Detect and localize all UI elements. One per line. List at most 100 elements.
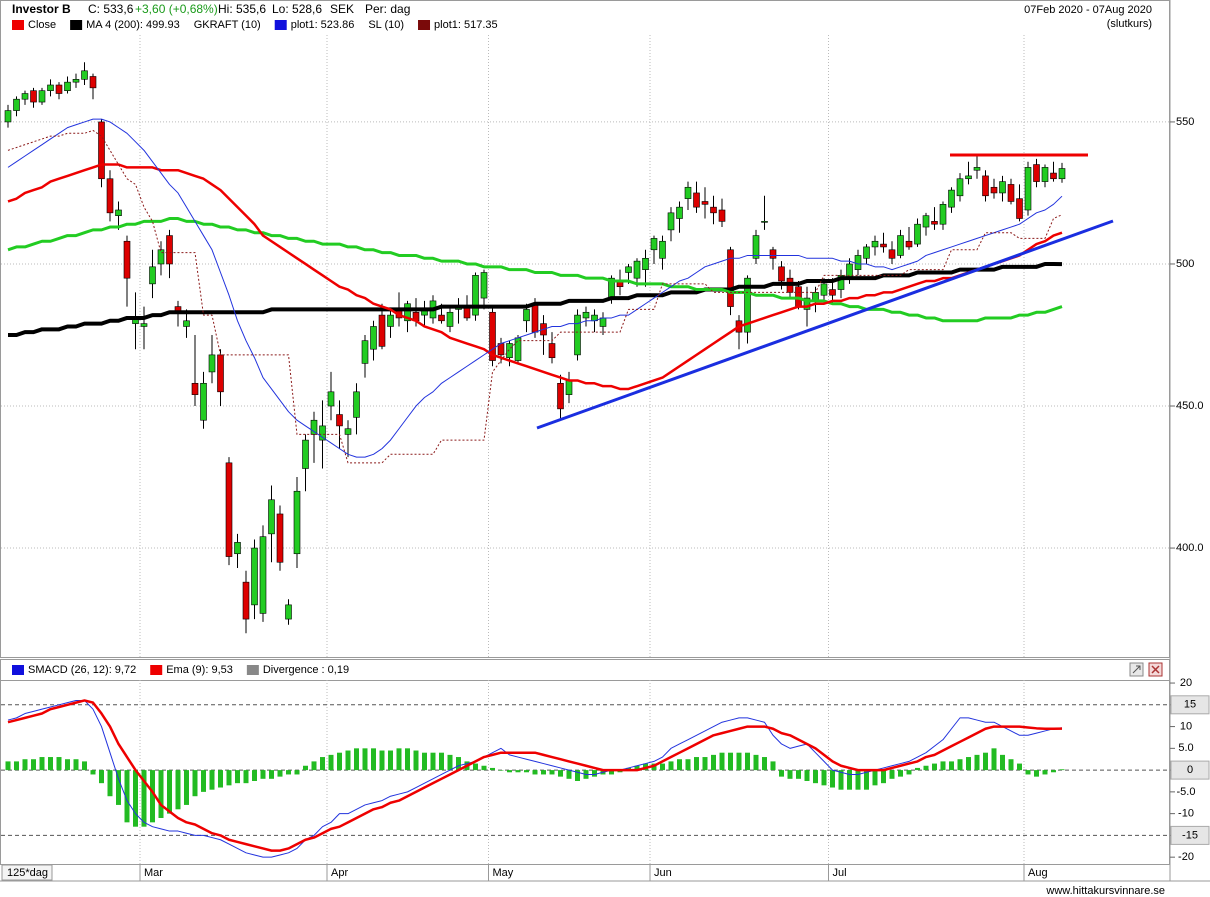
candle-body [480,272,488,299]
candle-body [30,90,37,103]
histogram-bar [422,752,427,771]
candle-body [259,536,267,614]
histogram-bar [99,770,104,784]
histogram-bar [668,761,674,771]
histogram-bar [787,770,793,779]
candle-body [769,249,777,259]
candle-body [650,238,658,251]
candle-body [1016,198,1023,219]
tick-box [1170,825,1210,845]
histogram-bar [303,765,308,771]
histogram-bar [124,770,130,823]
histogram-bar [549,770,555,775]
histogram-bar [711,754,716,771]
histogram-bar [175,770,181,810]
candle-body [557,382,564,410]
date-range: 07Feb 2020 - 07Aug 2020 [1024,4,1152,16]
candle-body [914,223,921,245]
legend-label: plot1: 523.86 [291,19,355,31]
histogram-bar [73,759,79,771]
y-tick-label: 10 [1180,720,1192,732]
legend-label: plot1: 517.35 [434,19,498,31]
high-value: Hi: 535,6 [218,2,266,16]
candle-body [744,277,751,333]
candle-body [667,212,675,231]
histogram-bar [1042,770,1048,775]
histogram-bar [813,770,818,784]
histogram-bar [65,759,70,771]
candle-body [565,380,573,395]
histogram-bar [915,767,920,771]
histogram-bar [515,770,521,773]
candle-body [1050,172,1057,180]
histogram-bar [949,761,954,771]
histogram-bar [1008,759,1014,771]
candle-body [191,382,199,395]
candle-body [217,354,224,393]
candle-body [208,354,216,373]
histogram-bar [855,770,861,790]
histogram-bar [983,752,988,771]
candle-body [1007,184,1015,202]
candle-body [344,428,352,435]
candle-body [285,604,292,620]
histogram-bar [405,748,410,771]
histogram-bar [141,770,147,827]
y-tick-label: -10 [1178,808,1194,820]
candle-body [642,257,649,270]
indicator-line [8,261,1063,337]
candle-body [310,419,318,435]
histogram-bar [311,761,317,771]
histogram-bar [192,770,198,797]
currency: SEK [330,2,354,16]
candle-body [200,382,207,421]
histogram-bar [1025,770,1031,775]
histogram-bar [889,770,895,779]
histogram-bar [1000,754,1005,771]
candle-body [863,246,870,259]
histogram-bar [243,770,249,784]
histogram-bar [821,770,827,786]
candle-body [47,84,54,91]
histogram-bar [745,752,750,771]
candle-body [157,249,165,265]
indicator-line [7,699,1063,858]
histogram-bar [260,770,266,779]
x-tick-label: Jul [833,867,847,879]
resize-icon [1132,665,1141,674]
candle-body [727,249,734,307]
legend-label: Divergence : 0,19 [263,664,349,676]
histogram-bar [1059,769,1065,771]
candle-body [276,513,284,563]
histogram-bar [498,770,504,771]
candle-body [846,263,853,279]
histogram-bar [48,757,53,771]
histogram-bar [753,754,759,771]
candle-body [242,581,250,620]
histogram-bar [830,770,835,788]
candle-body [880,243,887,248]
candle-body [378,314,386,347]
candle-body [81,70,88,80]
histogram-bar [362,748,368,771]
candle-body [803,297,811,310]
legend-label: Close [28,19,56,31]
histogram-bar [22,759,28,771]
candle-body [956,178,964,197]
legend-swatch [418,20,431,30]
legend-label: GKRAFT (10) [194,19,261,31]
candle-body [871,240,879,248]
histogram-bar [728,752,733,771]
histogram-bar [804,770,810,781]
candle-body [659,240,666,259]
histogram-bar [107,770,113,797]
histogram-bar [396,748,402,771]
y-tick-label: 500 [1176,258,1194,270]
histogram-bar [532,770,538,775]
histogram-bar [328,754,334,771]
candle-body [574,314,581,356]
histogram-bar [847,770,852,790]
y-tick-label: 20 [1180,677,1192,689]
candle-body [446,311,454,327]
